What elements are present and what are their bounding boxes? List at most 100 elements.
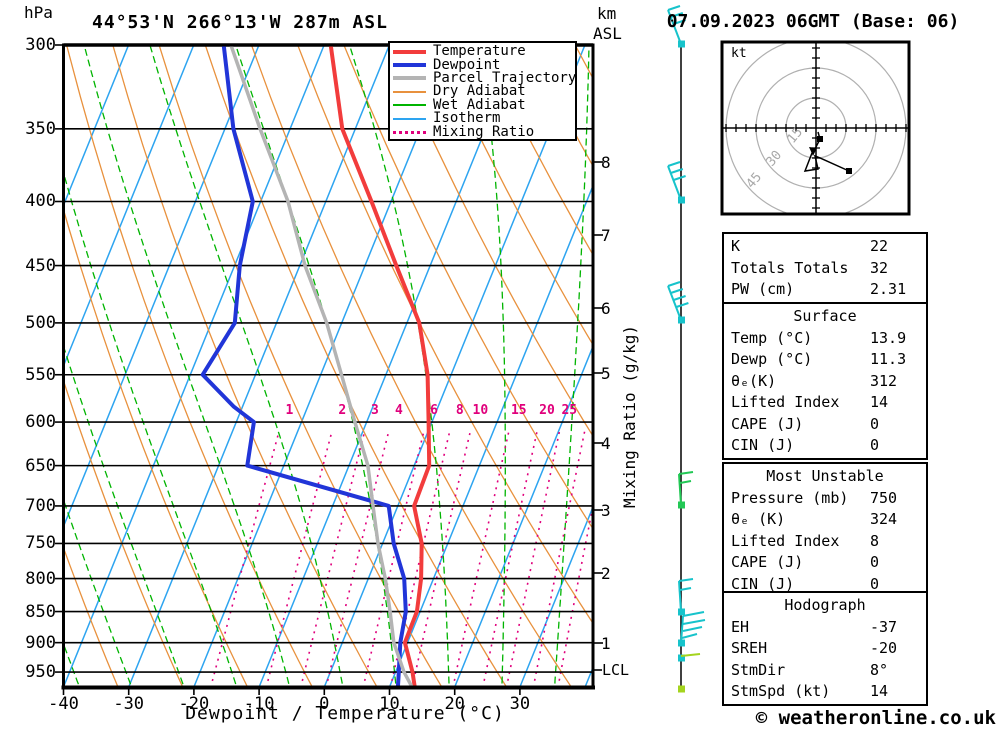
- table-row: CAPE (J) 0: [724, 552, 926, 574]
- table-row-value: 32: [870, 258, 889, 277]
- temperature-tick-label: 20: [444, 694, 465, 714]
- legend-row: Temperature: [390, 44, 575, 58]
- wind-barb: [667, 161, 686, 204]
- hodograph-ring-label: 30: [764, 148, 786, 170]
- wind-barb: [678, 578, 694, 616]
- table-row-value: 14: [870, 393, 889, 411]
- legend-label: Parcel Trajectory: [433, 69, 577, 86]
- table-row-label: SREH: [731, 639, 768, 657]
- indices-table: Surface Temp (°C) 13.9 Dewp (°C) 11.3 θₑ(K) 31…: [722, 302, 928, 460]
- legend-label: Isotherm: [433, 110, 501, 127]
- temperature-tick-label: 10: [379, 694, 400, 714]
- altitude-tick-label: 3: [601, 501, 611, 520]
- table-row-label: Temp (°C): [731, 328, 813, 347]
- table-row-label: θₑ (K): [731, 510, 786, 528]
- altitude-tick-label: 7: [601, 226, 611, 245]
- mixing-ratio-value-label: 6: [430, 403, 438, 418]
- table-row-value: 14: [870, 682, 889, 700]
- table-row-label: θₑ(K): [731, 371, 777, 390]
- pressure-tick-label: 350: [25, 118, 56, 139]
- legend-row: Mixing Ratio: [390, 123, 575, 140]
- altitude-tick-label: 2: [601, 564, 611, 583]
- pressure-tick-label: 750: [25, 533, 56, 554]
- mixing-ratio-value-label: 15: [511, 403, 527, 418]
- legend-swatch-thick: [393, 63, 426, 68]
- mixing-ratio-value-label: 25: [561, 403, 577, 418]
- table-header: Most Unstable: [766, 467, 884, 485]
- mixing-ratio-axis-title: Mixing Ratio (g/kg): [620, 324, 639, 508]
- altitude-tick-label: 5: [601, 364, 611, 383]
- table-row-label: Totals Totals: [731, 258, 849, 277]
- table-row: CIN (J) 0: [724, 435, 926, 457]
- legend-label: Mixing Ratio: [433, 123, 535, 140]
- table-row-label: CAPE (J): [731, 414, 804, 433]
- altitude-tick-label: 6: [601, 299, 611, 318]
- pressure-tick-label: 950: [25, 662, 56, 683]
- legend-label: Dewpoint: [433, 56, 501, 73]
- wind-barb: [667, 5, 686, 48]
- temperature-tick-label: -10: [243, 694, 275, 714]
- legend-row: Parcel Trajectory: [390, 69, 577, 86]
- legend-swatch-thin: [393, 117, 426, 120]
- legend-label: Wet Adiabat: [433, 96, 526, 113]
- pressure-tick-label: 300: [25, 35, 56, 55]
- temperature-tick-label: -30: [113, 694, 145, 714]
- legend-swatch-thick: [393, 76, 426, 81]
- pressure-axis-unit: hPa: [24, 3, 53, 22]
- table-row-value: 312: [870, 371, 898, 390]
- table-row-value: -20: [870, 639, 898, 657]
- hodograph-unit-label: kt: [731, 46, 747, 61]
- indices-table: K 22 Totals Totals 32 PW (cm) 2.31: [722, 232, 928, 304]
- wind-barb: [678, 471, 694, 509]
- hodograph-ring-label: 45: [744, 170, 766, 192]
- table-row: Totals Totals 32: [724, 258, 926, 280]
- legend-swatch-dotted: [393, 130, 426, 134]
- table-row: EH -37: [724, 617, 926, 639]
- mixing-ratio-value-label: 20: [539, 403, 555, 418]
- indices-table: Hodograph EH -37 SREH -20 StmDir 8° StmSpd (kt)…: [722, 591, 928, 706]
- temperature-tick-label: 30: [509, 694, 531, 714]
- page-title: 44°53'N 266°13'W 287m ASL: [92, 12, 388, 33]
- parcel-trajectory-curve: [229, 45, 414, 687]
- altitude-axis-unit: km: [597, 4, 617, 23]
- pressure-tick-label: 500: [25, 312, 56, 333]
- legend-swatch-thick: [393, 49, 426, 54]
- mixing-ratio-value-label: 3: [371, 403, 379, 418]
- mixing-ratio-value-label: 10: [473, 403, 489, 418]
- table-row: CIN (J) 0: [724, 574, 926, 596]
- legend-row: Dewpoint: [390, 56, 575, 73]
- legend-row: Isotherm: [390, 110, 575, 127]
- table-row-value: 8°: [870, 660, 889, 679]
- legend-row: Wet Adiabat: [390, 96, 575, 113]
- table-row-value: 324: [870, 510, 898, 528]
- legend-label: Dry Adiabat: [433, 83, 526, 100]
- table-row-label: Lifted Index: [731, 393, 840, 411]
- table-row: Dewp (°C) 11.3: [724, 349, 926, 371]
- table-row-label: CIN (J): [731, 436, 795, 454]
- sounding-curves: [200, 45, 432, 687]
- wind-barb-column: [667, 5, 706, 693]
- table-row-label: K: [731, 237, 741, 255]
- table-row: θₑ(K) 312: [724, 371, 926, 393]
- plot-frame: [61, 43, 603, 695]
- table-row-label: CIN (J): [731, 574, 795, 593]
- table-row: StmDir 8°: [724, 660, 926, 682]
- x-axis-title: Dewpoint / Temperature (°C): [185, 703, 505, 724]
- table-row-value: 0: [870, 553, 880, 571]
- table-row-label: PW (cm): [731, 280, 795, 298]
- temperature-tick-label: -20: [178, 694, 210, 714]
- table-row: SREH -20: [724, 638, 926, 660]
- mixing-ratio-value-label: 2: [338, 403, 346, 418]
- table-row-value: 8: [870, 531, 880, 550]
- pressure-tick-label: 900: [25, 632, 56, 653]
- pressure-tick-label: 400: [25, 191, 56, 212]
- temperature-curve: [328, 45, 432, 687]
- table-row-value: 11.3: [870, 350, 907, 368]
- lcl-marker-label: LCL: [602, 661, 630, 679]
- table-row-value: 750: [870, 488, 898, 507]
- table-header: Surface: [793, 307, 857, 325]
- table-row-value: 22: [870, 237, 889, 255]
- run-datetime: 07.09.2023 06GMT (Base: 06): [666, 11, 960, 32]
- dewpoint-curve: [200, 45, 408, 687]
